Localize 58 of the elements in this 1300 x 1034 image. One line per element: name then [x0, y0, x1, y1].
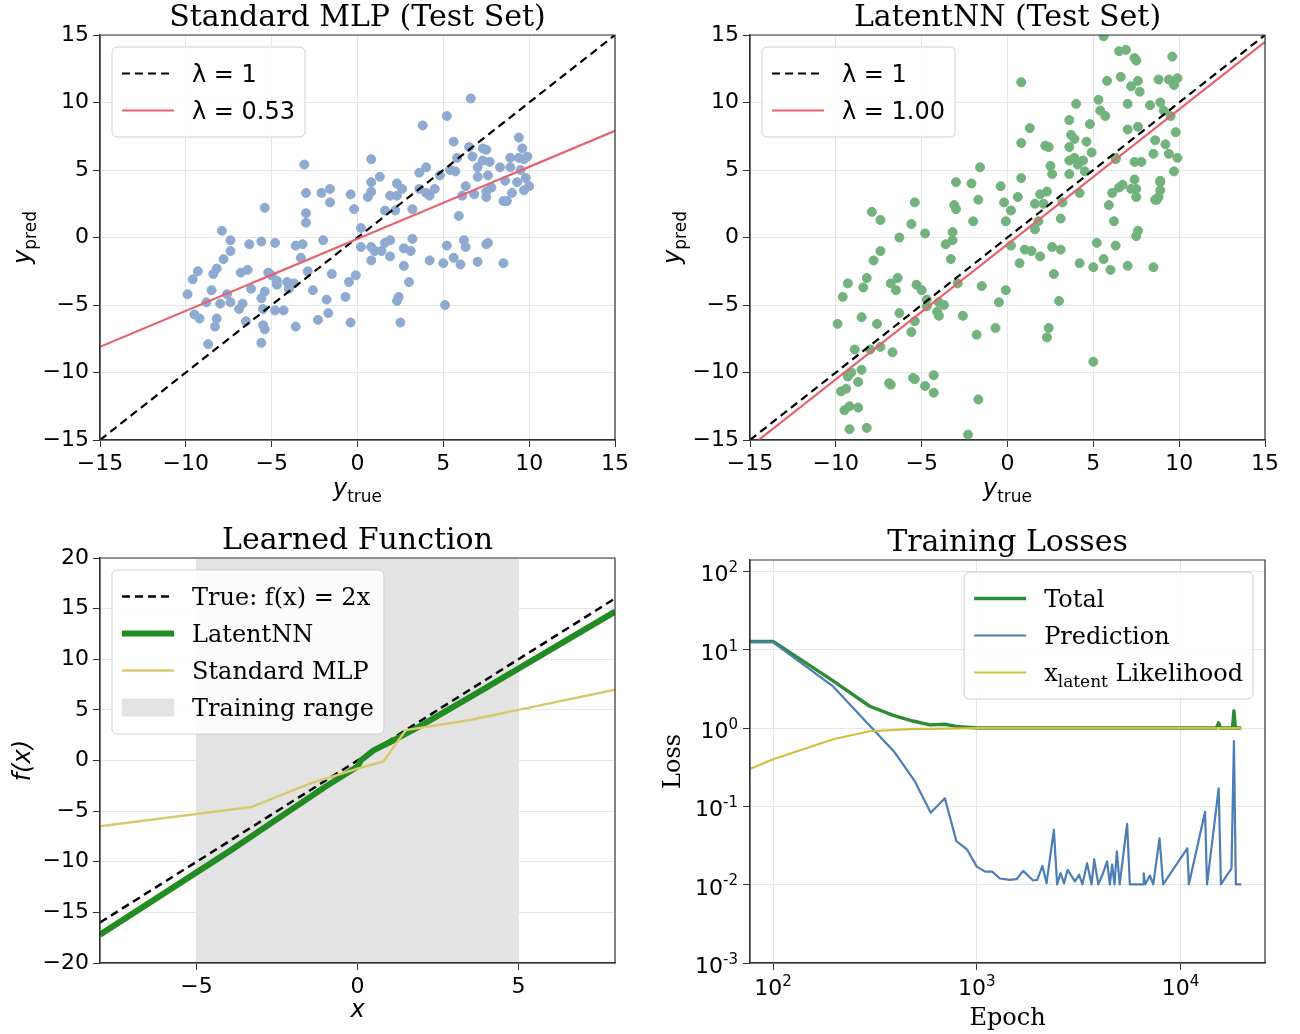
legend-label: Total	[1044, 584, 1105, 613]
chart-title: Learned Function	[221, 521, 494, 556]
y-tick-label: 0	[75, 223, 89, 249]
x-axis-title: Epoch	[969, 1003, 1046, 1031]
x-tick-label: 5	[511, 972, 526, 998]
y-tick-label: −15	[42, 898, 89, 924]
x-tick-label: −5	[180, 972, 213, 998]
y-tick-label: −5	[706, 290, 739, 316]
x-axis-title: x	[349, 995, 366, 1023]
y-tick-label: 15	[711, 20, 739, 46]
legend-label: λ = 1	[192, 59, 257, 88]
legend-label: True: f(x) = 2x	[192, 582, 371, 611]
x-tick-label: 5	[436, 449, 451, 475]
x-tick-label: 0	[350, 449, 365, 475]
y-axis-title: ypred	[658, 211, 690, 265]
y-tick-label: 5	[75, 155, 89, 181]
x-tick-label: 0	[1000, 449, 1015, 475]
y-tick-label: 20	[61, 543, 89, 569]
y-tick-label: 15	[61, 594, 89, 620]
y-tick-label: 10	[61, 88, 89, 114]
x-tick-label: 0	[350, 972, 365, 998]
x-tick-label: −10	[812, 449, 860, 475]
x-tick-label: 10	[515, 449, 544, 475]
legend-label: LatentNN	[192, 619, 314, 648]
y-tick-label: −20	[42, 948, 89, 974]
legend-label: λ = 1.00	[842, 96, 946, 125]
y-tick-label: −15	[692, 425, 739, 451]
x-tick-label: 5	[1086, 449, 1101, 475]
y-tick-label: −15	[42, 425, 89, 451]
y-tick-label: −10	[42, 847, 89, 873]
x-tick-label: 10	[1165, 449, 1194, 475]
legend-label: Prediction	[1044, 621, 1170, 650]
y-tick-label: 0	[725, 223, 739, 249]
band-label: Training range	[192, 693, 374, 722]
y-tick-label: 15	[61, 20, 89, 46]
legend-label: λ = 0.53	[192, 96, 296, 125]
x-tick-label: −5	[905, 449, 938, 475]
y-axis-title: ypred	[8, 211, 40, 265]
x-tick-label: −10	[162, 449, 210, 475]
y-tick-label: −5	[56, 290, 89, 316]
chart-title: LatentNN (Test Set)	[853, 0, 1162, 33]
chart-title: Standard MLP (Test Set)	[169, 0, 546, 33]
chart-title: Training Losses	[887, 523, 1128, 558]
y-tick-label: 5	[725, 155, 739, 181]
y-axis-title: Loss	[658, 733, 686, 790]
x-tick-label: 15	[601, 449, 629, 475]
y-tick-label: −10	[42, 358, 89, 384]
legend-label: λ = 1	[842, 59, 907, 88]
y-tick-label: 0	[75, 746, 89, 772]
x-tick-label: −5	[255, 449, 288, 475]
y-tick-label: −5	[56, 796, 89, 822]
x-tick-label: 15	[1251, 449, 1279, 475]
y-axis-title: f(x)	[8, 739, 36, 782]
y-tick-label: 5	[75, 695, 89, 721]
y-tick-label: 10	[711, 88, 739, 114]
y-tick-label: −10	[692, 358, 739, 384]
legend-label: Standard MLP	[192, 656, 369, 685]
y-tick-label: 10	[61, 644, 89, 670]
